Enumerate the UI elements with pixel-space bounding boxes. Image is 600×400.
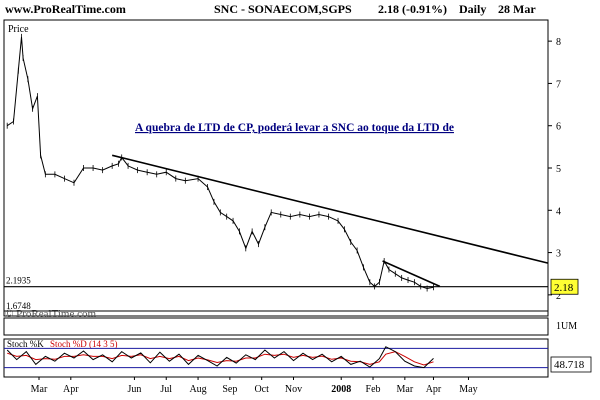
x-tick-label: 2008 <box>331 384 351 395</box>
stoch-k-line <box>6 346 434 369</box>
site-name: www.ProRealTime.com <box>5 2 126 16</box>
y-tick-label: 6 <box>556 122 561 133</box>
stoch-k-label: Stoch %K <box>7 339 44 349</box>
last-price-badge <box>550 278 579 295</box>
y-tick-label: 7 <box>556 79 561 90</box>
x-tick-label: Apr <box>63 384 79 395</box>
last-change: 2.18 (-0.91%) <box>378 2 447 16</box>
stoch-value-badge <box>550 356 592 373</box>
date-label: 28 Mar <box>498 2 536 16</box>
stoch-value-badge-text: 48.718 <box>554 359 585 371</box>
x-tick-label: Jul <box>160 384 172 395</box>
y-tick-label: 4 <box>556 206 561 217</box>
last-price-badge-text: 2.18 <box>554 282 574 294</box>
y-tick-label: 8 <box>556 37 561 48</box>
x-tick-label: Feb <box>366 384 381 395</box>
x-tick-label: Jun <box>127 384 141 395</box>
low-label: 1.6748 <box>6 301 31 311</box>
y-tick-label: 5 <box>556 164 561 175</box>
trendlines <box>111 154 549 288</box>
x-tick-label: Sep <box>222 384 237 395</box>
y-tick-label: 3 <box>556 249 561 260</box>
x-tick-label: Oct <box>254 384 269 395</box>
x-tick-label: Mar <box>397 384 414 395</box>
trend-annotation: A quebra de LTD de CP, poderá levar a SN… <box>135 122 454 134</box>
trendline <box>111 154 549 264</box>
volume-panel-frame <box>3 317 549 336</box>
x-tick-label: Nov <box>285 384 302 395</box>
volume-scale-label: 1UM <box>556 321 577 332</box>
price-series <box>6 33 434 292</box>
symbol-title: SNC - SONAECOM,SGPS <box>214 2 352 16</box>
stoch-panel-frame <box>3 338 549 378</box>
stoch-d-label: Stoch %D (14 3 5) <box>50 339 118 349</box>
stoch-series <box>6 346 434 369</box>
trendline <box>382 260 441 288</box>
x-tick-label: Aug <box>189 384 206 395</box>
stoch-levels <box>4 347 548 369</box>
x-tick-label: Apr <box>426 384 442 395</box>
period-label: Daily <box>459 2 487 16</box>
support-label: 2.1935 <box>6 276 31 286</box>
price-panel-title: Price <box>8 24 29 35</box>
x-tick-label: May <box>459 384 477 395</box>
y-tick-label: 2 <box>556 291 561 302</box>
time-axis: Mar Apr Jun Jul Aug Sep Oct Nov 2008 Feb Mar Apr May <box>31 377 478 395</box>
x-tick-label: Mar <box>31 384 48 395</box>
price-line <box>6 36 434 290</box>
price-axis: 2 3 4 5 6 7 8 <box>548 37 561 302</box>
